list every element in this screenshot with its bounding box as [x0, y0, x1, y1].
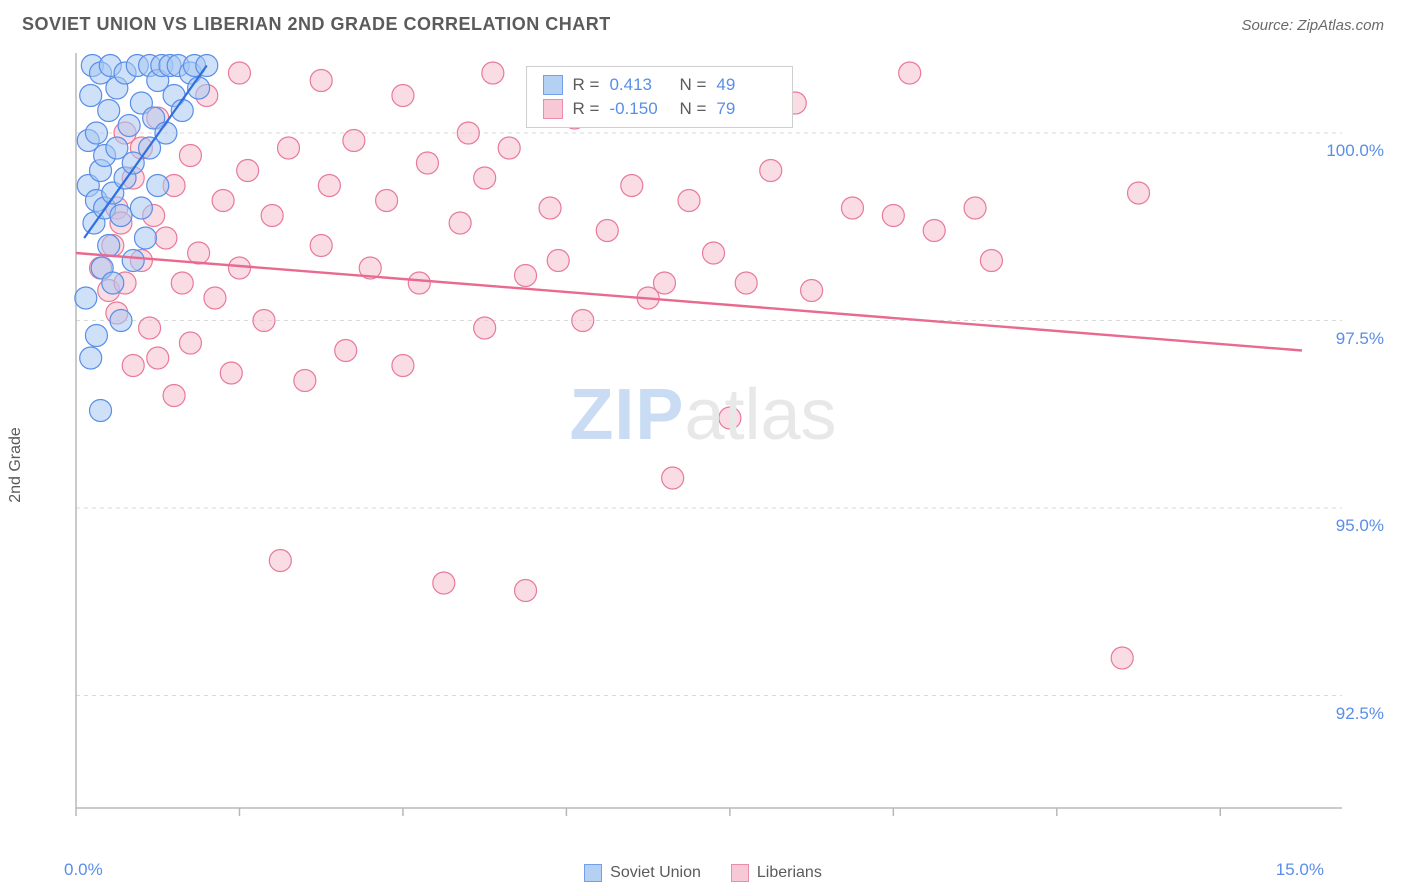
- stats-r-label: R =: [573, 99, 600, 119]
- y-tick-label: 92.5%: [1336, 704, 1384, 724]
- stats-n-label: N =: [679, 99, 706, 119]
- scatter-plot: [22, 48, 1384, 882]
- y-tick-label: 100.0%: [1326, 141, 1384, 161]
- stats-r-value-soviet: 0.413: [609, 75, 669, 95]
- bottom-legend: Soviet Union Liberians: [22, 864, 1384, 882]
- legend-item-liberian: Liberians: [731, 864, 822, 882]
- legend-label-soviet: Soviet Union: [610, 864, 701, 882]
- y-tick-label: 95.0%: [1336, 516, 1384, 536]
- stats-r-label: R =: [573, 75, 600, 95]
- stats-n-value-liberian: 79: [716, 99, 776, 119]
- legend-swatch-liberian: [731, 864, 749, 882]
- source-label: Source: ZipAtlas.com: [1241, 17, 1384, 34]
- chart-container: 2nd Grade ZIPatlas 92.5%95.0%97.5%100.0%…: [22, 48, 1384, 882]
- legend-swatch-soviet: [584, 864, 602, 882]
- chart-title: SOVIET UNION VS LIBERIAN 2ND GRADE CORRE…: [22, 14, 611, 35]
- y-axis-label: 2nd Grade: [7, 427, 25, 503]
- legend-label-liberian: Liberians: [757, 864, 822, 882]
- stats-n-value-soviet: 49: [716, 75, 776, 95]
- legend-item-soviet: Soviet Union: [584, 864, 701, 882]
- stats-r-value-liberian: -0.150: [609, 99, 669, 119]
- stats-row-soviet: R = 0.413 N = 49: [543, 73, 777, 97]
- stats-n-label: N =: [679, 75, 706, 95]
- stats-swatch-liberian: [543, 99, 563, 119]
- stats-row-liberian: R = -0.150 N = 79: [543, 97, 777, 121]
- stats-swatch-soviet: [543, 75, 563, 95]
- stats-box: R = 0.413 N = 49 R = -0.150 N = 79: [526, 66, 794, 128]
- y-tick-label: 97.5%: [1336, 329, 1384, 349]
